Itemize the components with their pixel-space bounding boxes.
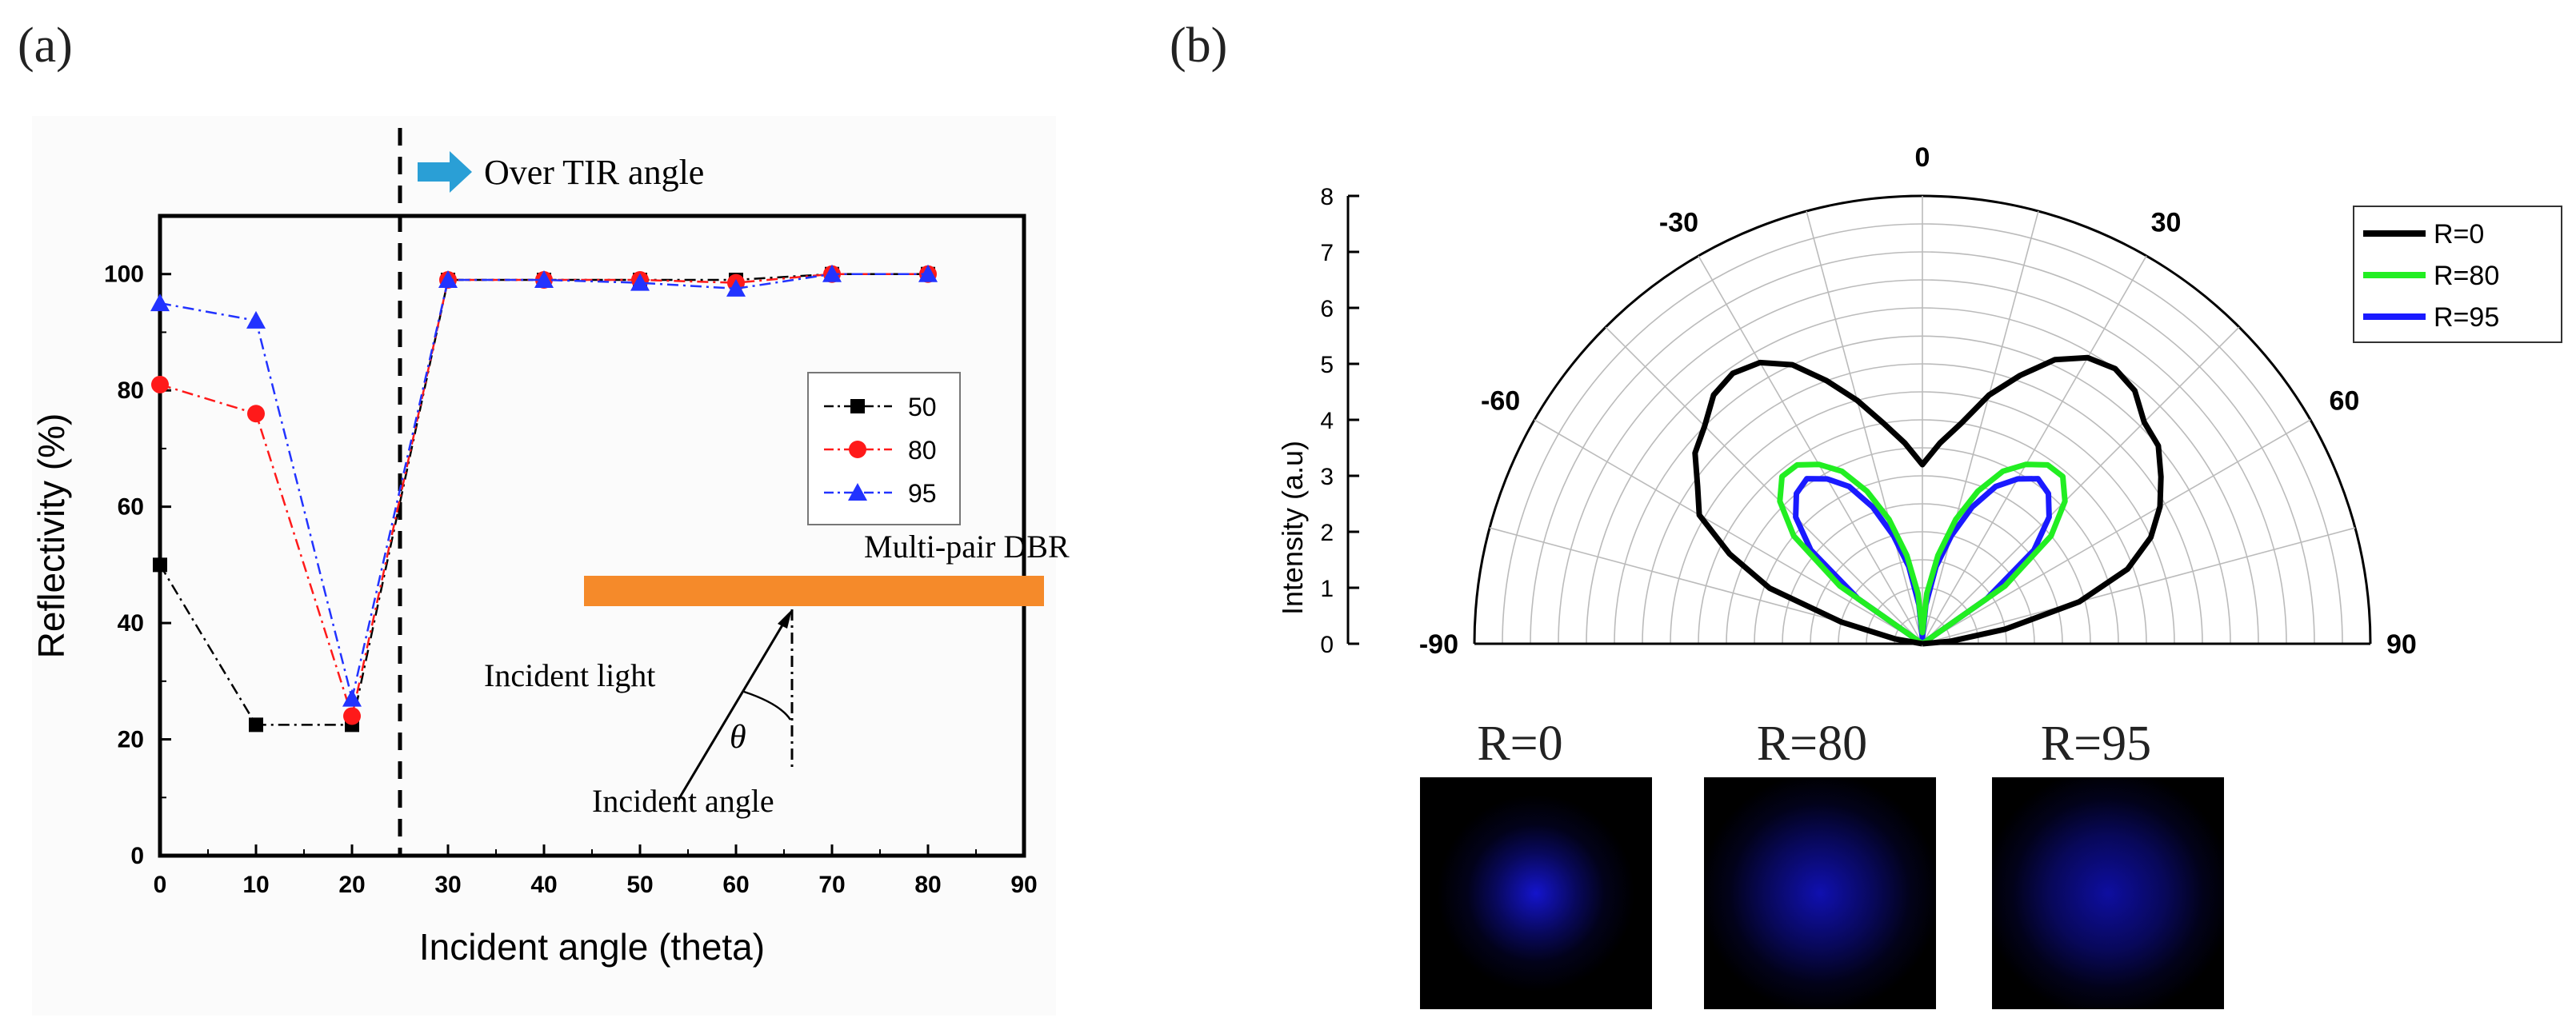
ray-arrowhead — [778, 609, 792, 629]
polar-spoke — [1922, 255, 2147, 645]
over-tir-label: Over TIR angle — [484, 153, 704, 192]
intensity-image-r0 — [1420, 777, 1652, 1009]
polar-legend-label: R=95 — [2434, 302, 2499, 333]
dbr-bar — [584, 576, 1044, 606]
radial-tick-label: 0 — [1320, 632, 1334, 658]
polar-spoke — [1698, 255, 1923, 645]
angle-label: -60 — [1481, 386, 1520, 417]
angle-label: 0 — [1915, 142, 1930, 173]
polar-legend-label: R=0 — [2434, 219, 2484, 250]
data-point-80 — [151, 375, 169, 393]
y-tick-label: 40 — [118, 610, 144, 637]
polar-intensity-chart: 0 1 2 3 4 5 6 7 8 Intensity (a.u) -90 -60 -30 0 30 60 90… — [1276, 142, 2562, 660]
radial-tick-label: 1 — [1320, 576, 1334, 602]
y-tick-label: 0 — [130, 843, 144, 869]
angle-label: -90 — [1419, 629, 1458, 660]
polar-spoke — [1922, 419, 2311, 645]
polar-series-r80 — [1777, 461, 2068, 646]
legend-marker — [850, 399, 865, 413]
angle-label: 60 — [2329, 386, 2359, 417]
data-point-95 — [630, 273, 650, 291]
y-tick-label: 80 — [118, 377, 144, 404]
data-point-95 — [246, 310, 266, 329]
y-tick-label: 60 — [118, 494, 144, 521]
plot-frame — [158, 214, 1026, 858]
radial-tick-label: 8 — [1320, 184, 1334, 210]
x-tick-label: 30 — [434, 872, 461, 898]
data-point-80 — [343, 707, 361, 725]
theta-label: θ — [730, 719, 746, 756]
polar-spoke — [1534, 419, 1923, 645]
panel-a-background — [32, 116, 1056, 1016]
y-tick-label: 100 — [104, 261, 144, 288]
data-point-50 — [153, 557, 167, 573]
polar-series-r0 — [1692, 354, 2164, 647]
intensity-image-r80 — [1704, 777, 1936, 1009]
polar-spoke — [1605, 326, 1923, 645]
dbr-label: Multi-pair DBR — [864, 529, 1070, 565]
panel-label-b: (b) — [1170, 18, 1228, 73]
radial-tick-label: 4 — [1320, 408, 1334, 434]
legend-label-80: 80 — [908, 436, 937, 465]
data-point-95 — [918, 264, 938, 282]
y-tick-label: 20 — [118, 727, 144, 753]
data-point-80 — [247, 405, 265, 423]
polar-legend-label: R=80 — [2434, 261, 2499, 291]
x-axis-label: Incident angle (theta) — [419, 926, 765, 968]
x-tick-label: 90 — [1010, 872, 1037, 898]
polar-spoke — [1922, 210, 2039, 645]
data-point-95 — [342, 689, 362, 707]
x-tick-label: 60 — [722, 872, 749, 898]
series-line-50 — [158, 273, 928, 726]
polar-series-r95 — [1793, 476, 2052, 646]
angle-label: 30 — [2151, 208, 2182, 238]
radial-tick-label: 5 — [1320, 352, 1334, 378]
polar-spoke — [1806, 210, 1923, 645]
incident-angle-label: Incident angle — [592, 783, 774, 819]
data-point-95 — [150, 293, 170, 312]
radial-tick-label: 3 — [1320, 464, 1334, 490]
data-point-95 — [726, 278, 746, 297]
series-line-95 — [159, 273, 928, 699]
legend-marker — [848, 483, 867, 501]
x-tick-label: 10 — [242, 872, 269, 898]
right-arrow-icon — [418, 151, 472, 193]
thumb-label-r80: R=80 — [1756, 717, 1868, 771]
radial-tick-label: 2 — [1320, 520, 1334, 546]
x-tick-label: 40 — [530, 872, 557, 898]
incident-ray — [677, 619, 787, 800]
x-tick-label: 80 — [914, 872, 941, 898]
polar-spoke — [1922, 326, 2240, 645]
radial-axis-label: Intensity (a.u) — [1276, 441, 1309, 615]
legend-label-95: 95 — [908, 479, 937, 508]
incident-light-label: Incident light — [484, 657, 655, 693]
data-point-95 — [534, 270, 554, 288]
x-tick-label: 50 — [626, 872, 653, 898]
x-tick-label: 0 — [154, 872, 167, 898]
panel-label-a: (a) — [18, 18, 73, 73]
y-axis-label: Reflectivity (%) — [30, 413, 72, 659]
thumb-label-r0: R=0 — [1477, 717, 1563, 771]
x-tick-label: 20 — [338, 872, 365, 898]
thumb-label-r95: R=95 — [2040, 717, 2152, 771]
data-point-95 — [822, 264, 842, 282]
legend-label-50: 50 — [908, 393, 937, 421]
radial-tick-label: 6 — [1320, 296, 1334, 322]
x-tick-label: 70 — [818, 872, 845, 898]
intensity-image-r95 — [1992, 777, 2224, 1009]
polar-spoke — [1922, 527, 2356, 645]
reflectivity-chart: 0 10 20 30 40 50 60 70 80 90 0 20 40 60 80 100 Incident … — [30, 128, 1070, 968]
legend-marker — [849, 441, 866, 458]
angle-label: -30 — [1659, 208, 1698, 238]
angle-arc — [743, 690, 792, 721]
data-point-95 — [438, 270, 458, 288]
data-point-50 — [249, 717, 263, 733]
angle-label: 90 — [2386, 629, 2417, 660]
radial-tick-label: 7 — [1320, 240, 1334, 266]
